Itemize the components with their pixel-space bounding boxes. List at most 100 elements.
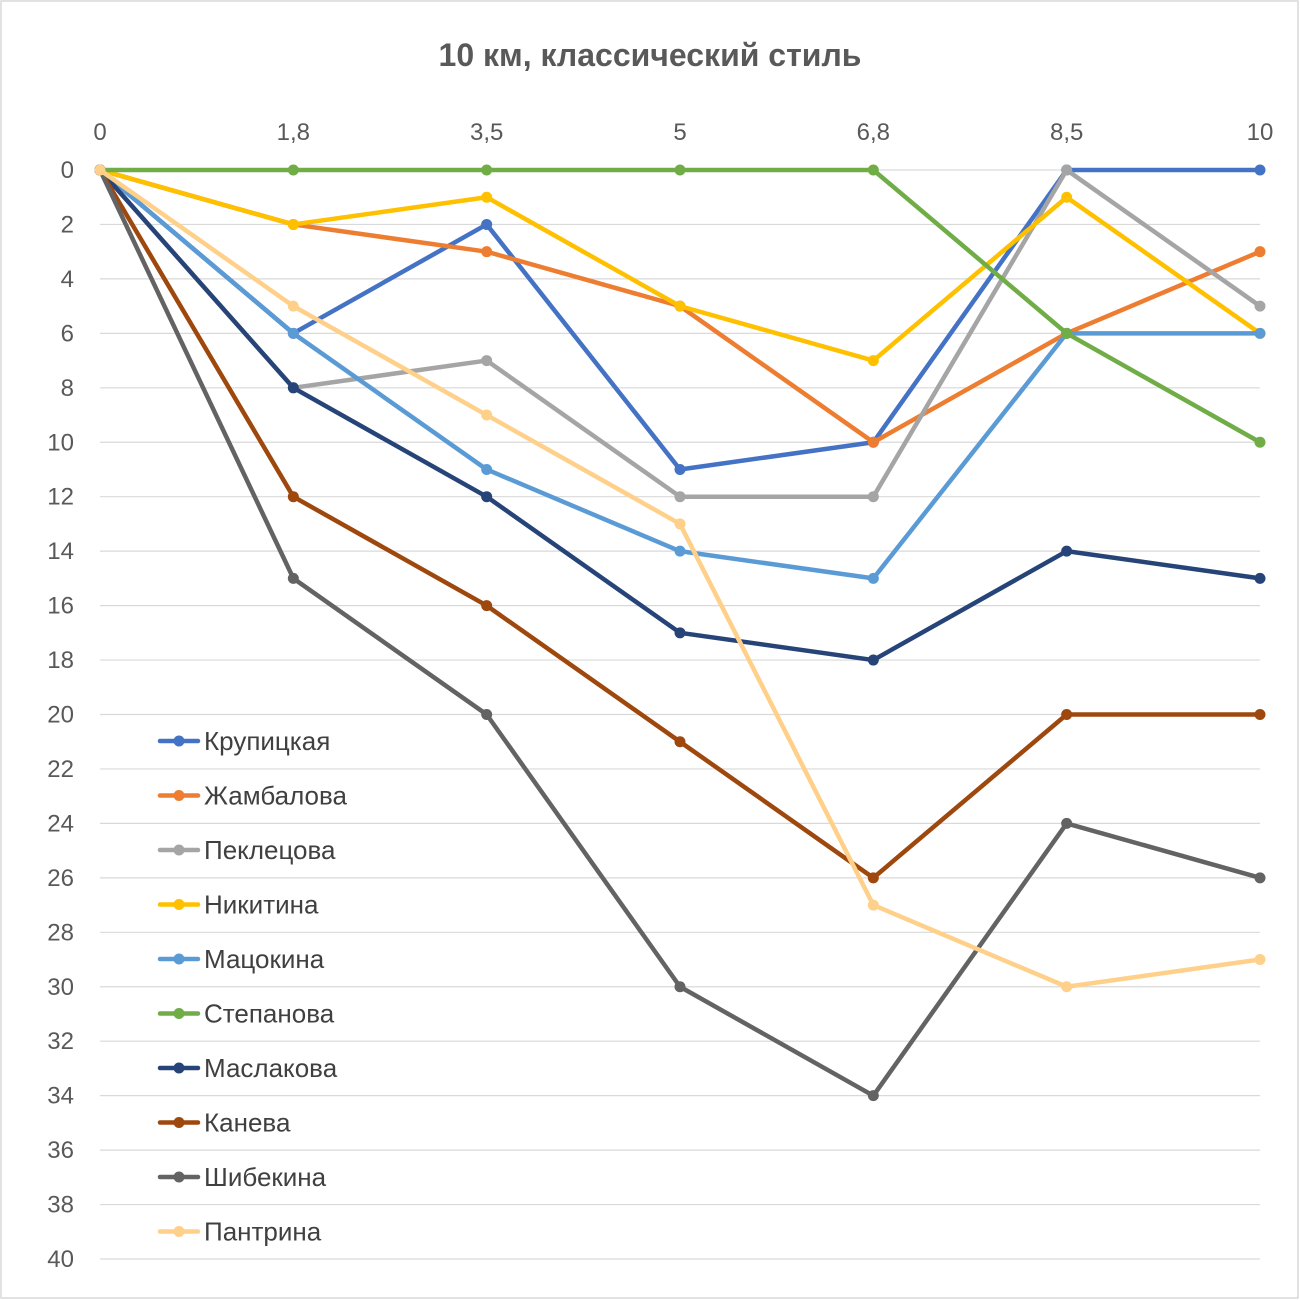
series-7 <box>94 164 1266 666</box>
data-point <box>867 899 879 911</box>
data-point <box>1254 327 1266 339</box>
legend-label: Степанова <box>204 999 335 1029</box>
data-point <box>287 491 299 503</box>
data-point <box>1061 817 1073 829</box>
legend-item: Пеклецова <box>157 835 336 865</box>
legend-label: Пеклецова <box>204 835 336 865</box>
data-point <box>1254 954 1266 966</box>
data-point <box>1061 545 1073 557</box>
y-tick-label: 2 <box>61 211 74 238</box>
data-point <box>481 709 493 720</box>
legend-item: Крупицкая <box>157 726 330 756</box>
x-tick-label: 8,5 <box>1050 119 1083 146</box>
y-tick-label: 10 <box>47 429 74 456</box>
legend-item: Канева <box>157 1108 291 1138</box>
legend-item: Пантрина <box>157 1217 322 1247</box>
data-point <box>287 327 299 339</box>
legend-swatch-marker <box>173 735 185 747</box>
x-tick-label: 3,5 <box>470 119 503 146</box>
data-point <box>481 600 493 612</box>
legend-label: Маслакова <box>204 1053 338 1083</box>
data-point <box>867 572 879 584</box>
x-tick-label: 0 <box>93 119 106 146</box>
legend-swatch-marker <box>173 844 185 856</box>
y-tick-label: 16 <box>47 593 74 620</box>
legend: Крупицкая Жамбалова Пеклецова Никитина Мацок… <box>157 726 348 1247</box>
series-lines <box>94 164 1266 1102</box>
data-point <box>481 218 493 230</box>
series-4 <box>94 164 1266 367</box>
data-point <box>674 300 686 312</box>
data-point <box>867 436 879 448</box>
legend-item: Степанова <box>157 999 335 1029</box>
legend-label: Жамбалова <box>204 781 348 811</box>
legend-label: Мацокина <box>204 944 325 974</box>
x-tick-label: 10 <box>1247 119 1274 146</box>
data-point <box>674 491 686 503</box>
legend-swatch-marker <box>173 790 185 801</box>
legend-label: Крупицкая <box>204 726 330 756</box>
legend-label: Канева <box>204 1108 291 1138</box>
y-tick-label: 4 <box>61 266 74 293</box>
data-point <box>1254 164 1266 176</box>
y-tick-label: 20 <box>47 702 74 729</box>
data-point <box>1254 709 1266 720</box>
y-tick-label: 38 <box>47 1192 74 1219</box>
legend-swatch-marker <box>173 1008 185 1019</box>
data-point <box>481 491 493 503</box>
data-point <box>287 300 299 312</box>
x-tick-label: 5 <box>673 119 686 146</box>
y-tick-label: 8 <box>61 375 74 402</box>
series-line <box>97 167 1263 663</box>
data-point <box>867 872 879 884</box>
legend-item: Шибекина <box>157 1162 327 1192</box>
legend-swatch-marker <box>173 1171 185 1183</box>
chart-title: 10 км, классический стиль <box>439 37 862 73</box>
x-tick-label: 6,8 <box>857 119 890 146</box>
legend-swatch-marker <box>173 1062 185 1074</box>
legend-item: Мацокина <box>157 944 325 974</box>
y-tick-label: 24 <box>47 810 74 837</box>
data-point <box>1061 164 1073 176</box>
data-point <box>481 463 493 475</box>
data-point <box>1061 327 1073 339</box>
y-tick-label: 0 <box>61 157 74 184</box>
data-point <box>674 981 686 993</box>
data-point <box>867 491 879 503</box>
data-point <box>674 164 686 176</box>
legend-label: Никитина <box>204 890 319 920</box>
data-point <box>1061 191 1073 203</box>
data-point <box>1061 981 1073 993</box>
data-point <box>287 572 299 584</box>
data-point <box>674 545 686 557</box>
data-point <box>481 164 493 176</box>
legend-label: Шибекина <box>204 1162 327 1192</box>
data-point <box>674 736 686 748</box>
data-point <box>287 218 299 230</box>
y-tick-label: 6 <box>61 320 74 347</box>
data-point <box>1254 572 1266 584</box>
legend-item: Никитина <box>157 890 319 920</box>
data-point <box>674 518 686 530</box>
y-tick-label: 14 <box>47 538 74 565</box>
legend-swatch-marker <box>173 953 185 965</box>
data-point <box>674 627 686 639</box>
legend-swatch-marker <box>173 1226 185 1237</box>
data-point <box>867 164 879 176</box>
data-point <box>94 164 106 176</box>
y-tick-label: 34 <box>47 1083 74 1110</box>
data-point <box>867 654 879 666</box>
y-tick-label: 26 <box>47 865 74 892</box>
x-axis: 0 1,8 3,5 5 6,8 8,5 10 <box>93 119 1273 146</box>
data-point <box>481 191 493 203</box>
data-point <box>1254 246 1266 258</box>
data-point <box>287 382 299 394</box>
data-point <box>1254 300 1266 312</box>
legend-item: Маслакова <box>157 1053 338 1083</box>
series-9 <box>94 164 1266 1102</box>
data-point <box>1254 872 1266 884</box>
